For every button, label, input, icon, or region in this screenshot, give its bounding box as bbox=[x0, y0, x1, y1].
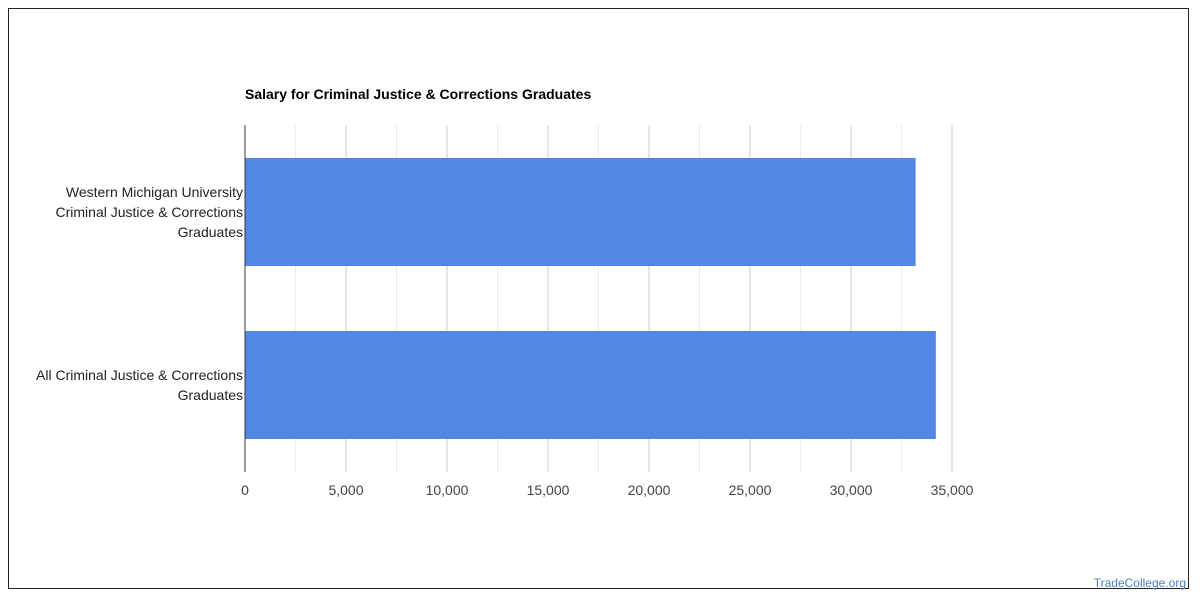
category-label: Western Michigan University Criminal Just… bbox=[56, 184, 244, 240]
category-label: All Criminal Justice & Corrections Gradua… bbox=[36, 367, 243, 403]
x-tick-label: 35,000 bbox=[931, 482, 974, 498]
bar[interactable] bbox=[245, 331, 936, 439]
x-tick-label: 25,000 bbox=[729, 482, 772, 498]
x-tick-label: 5,000 bbox=[328, 482, 363, 498]
x-tick-label: 15,000 bbox=[527, 482, 570, 498]
category-label-line: Graduates bbox=[178, 387, 243, 403]
category-label-line: All Criminal Justice & Corrections bbox=[36, 367, 243, 383]
x-tick-label: 10,000 bbox=[426, 482, 469, 498]
category-label-line: Western Michigan University bbox=[66, 184, 243, 200]
x-tick-label: 30,000 bbox=[830, 482, 873, 498]
bar[interactable] bbox=[245, 158, 916, 266]
x-tick-label: 20,000 bbox=[628, 482, 671, 498]
watermark-link[interactable]: TradeCollege.org bbox=[1093, 576, 1186, 590]
chart-title: Salary for Criminal Justice & Correction… bbox=[245, 86, 591, 102]
category-label-line: Criminal Justice & Corrections bbox=[56, 204, 244, 220]
category-label-line: Graduates bbox=[178, 224, 243, 240]
x-tick-label: 0 bbox=[241, 482, 249, 498]
